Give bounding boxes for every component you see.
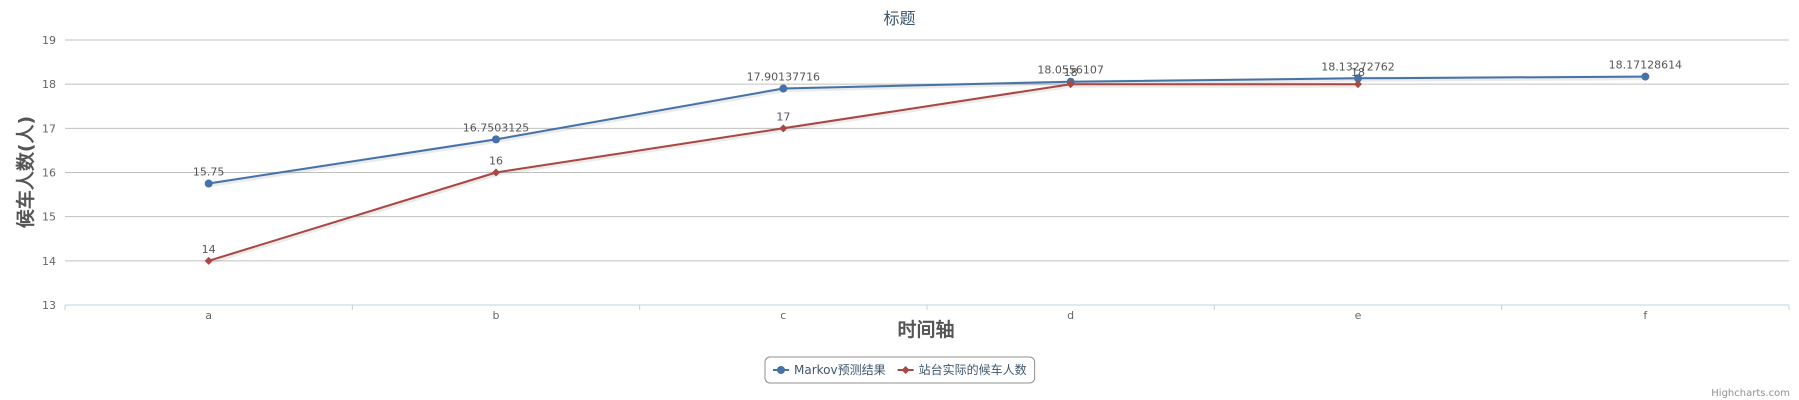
- x-tick-label: d: [1067, 309, 1074, 322]
- x-axis-title: 时间轴: [897, 318, 954, 341]
- data-point[interactable]: [779, 85, 787, 93]
- data-point[interactable]: [205, 180, 213, 188]
- series-2: 14 16 17 18 18: [202, 66, 1365, 265]
- y-tick-label: 13: [42, 299, 56, 312]
- x-tick-label: b: [493, 309, 500, 322]
- x-tick-label: c: [780, 309, 786, 322]
- credits[interactable]: Highcharts.com: [1711, 388, 1790, 399]
- legend-label: 站台实际的候车人数: [919, 362, 1027, 377]
- data-point[interactable]: [492, 135, 500, 143]
- data-label: 15.75: [193, 166, 225, 179]
- x-tick-label: e: [1355, 309, 1362, 322]
- data-label: 16: [489, 155, 503, 168]
- data-label: 18: [1351, 66, 1365, 79]
- y-tick-label: 19: [42, 34, 56, 47]
- chart-title: 标题: [883, 9, 915, 28]
- data-label: 17.90137716: [747, 71, 820, 84]
- data-label: 18: [1064, 66, 1078, 79]
- y-tick-label: 15: [42, 211, 56, 224]
- series-shadow: [210, 78, 1647, 185]
- y-axis-title: 候车人数(人): [14, 116, 37, 228]
- data-label: 17: [776, 110, 790, 123]
- legend-marker: [777, 366, 785, 374]
- data-label: 16.7503125: [463, 121, 529, 134]
- y-tick-label: 16: [42, 167, 56, 180]
- legend-label: Markov预测结果: [794, 363, 886, 377]
- x-tick-label: f: [1643, 309, 1648, 322]
- legend[interactable]: Markov预测结果 站台实际的候车人数: [765, 357, 1035, 383]
- data-label: 14: [202, 243, 216, 256]
- x-tick-label: a: [205, 309, 212, 322]
- y-tick-label: 14: [42, 255, 56, 268]
- data-label: 18.17128614: [1609, 59, 1682, 72]
- y-tick-label: 17: [42, 122, 56, 135]
- y-tick-label: 18: [42, 78, 56, 91]
- y-axis: 13 14 15 16 17 18 19: [42, 34, 56, 312]
- data-point[interactable]: [1641, 73, 1649, 81]
- series-line[interactable]: [209, 77, 1646, 184]
